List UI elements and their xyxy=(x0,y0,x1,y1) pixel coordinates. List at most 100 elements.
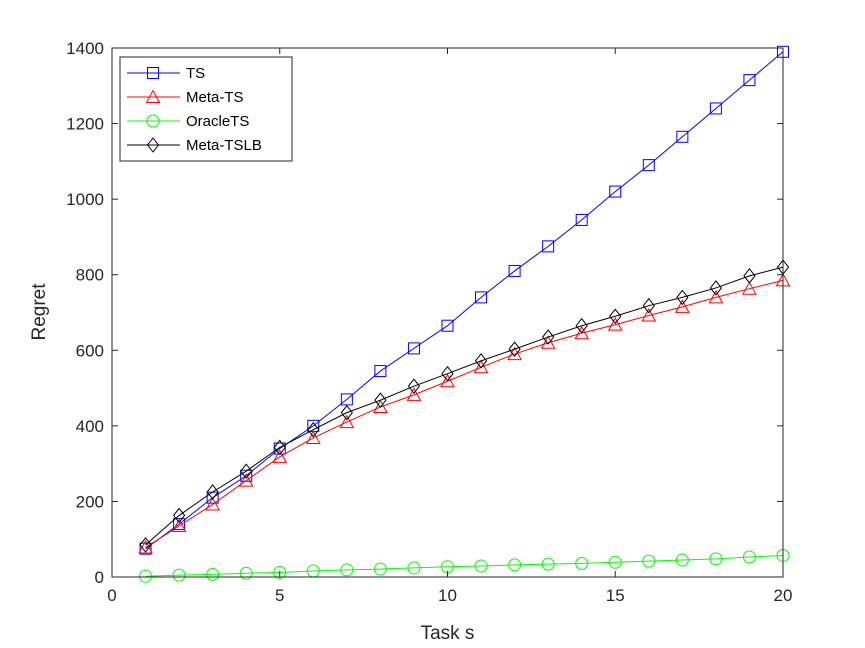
data-point xyxy=(238,473,254,487)
y-tick-label: 1400 xyxy=(66,39,104,58)
data-point xyxy=(641,307,657,322)
data-point xyxy=(709,552,723,566)
data-point xyxy=(340,404,353,421)
data-point xyxy=(374,365,387,378)
data-point xyxy=(373,562,387,576)
data-point xyxy=(676,130,689,143)
data-point xyxy=(708,289,724,304)
data-point xyxy=(508,558,522,572)
data-point xyxy=(709,280,723,296)
legend-marker xyxy=(146,114,160,128)
data-point xyxy=(407,561,421,575)
y-tick-label: 1200 xyxy=(66,115,104,134)
x-tick-label: 15 xyxy=(606,586,625,605)
data-point xyxy=(206,484,219,500)
data-point xyxy=(339,414,355,429)
legend: TS Meta-TS OracleTS Meta-TSLB xyxy=(119,56,293,162)
data-point xyxy=(642,297,655,314)
x-tick-label: 5 xyxy=(275,586,284,605)
data-point xyxy=(575,317,588,334)
y-tick-label: 1000 xyxy=(66,190,104,209)
data-point xyxy=(407,342,420,355)
data-point xyxy=(642,159,655,172)
series-layer xyxy=(138,45,791,583)
legend-marker xyxy=(146,137,160,153)
data-point xyxy=(474,353,488,369)
data-point xyxy=(540,335,556,349)
data-point xyxy=(675,553,689,567)
data-point xyxy=(172,507,186,524)
legend-item: Meta-TSLB xyxy=(127,137,262,154)
data-point xyxy=(743,74,756,87)
data-point xyxy=(139,537,152,553)
x-tick-label: 10 xyxy=(438,586,457,605)
data-point xyxy=(172,568,186,582)
data-point xyxy=(273,565,287,579)
data-point xyxy=(742,550,756,564)
data-point xyxy=(239,566,253,580)
data-point xyxy=(743,268,756,284)
series-meta-tslb xyxy=(139,259,790,553)
legend-label: TS xyxy=(186,65,205,82)
data-point xyxy=(574,325,590,340)
data-point xyxy=(139,569,153,583)
data-point xyxy=(171,518,187,532)
data-point xyxy=(507,346,522,361)
data-point xyxy=(441,365,454,382)
y-tick-label: 400 xyxy=(76,417,104,436)
legend-label: Meta-TSLB xyxy=(186,137,262,154)
data-point xyxy=(542,329,555,345)
legend-label: Meta-TS xyxy=(186,89,244,106)
y-axis-label: Regret xyxy=(29,283,50,341)
series-meta-ts xyxy=(138,272,791,554)
data-point xyxy=(474,559,488,573)
data-point xyxy=(475,291,488,304)
x-tick-label: 20 xyxy=(774,586,793,605)
data-point xyxy=(441,319,454,332)
legend-item: TS xyxy=(127,65,205,82)
series-line xyxy=(145,266,784,546)
y-tick-label: 800 xyxy=(76,266,104,285)
data-point xyxy=(575,213,588,226)
data-point xyxy=(272,449,288,463)
legend-item: Meta-TS xyxy=(127,89,244,106)
data-point xyxy=(473,359,489,374)
y-tick-label: 600 xyxy=(76,341,104,360)
data-point xyxy=(406,387,422,401)
data-point xyxy=(508,264,521,277)
series-oraclets xyxy=(139,548,790,583)
data-point xyxy=(541,557,555,571)
data-point xyxy=(440,373,455,388)
x-axis-label: Task s xyxy=(421,623,475,644)
data-point xyxy=(273,439,286,456)
data-point xyxy=(575,556,589,570)
data-point xyxy=(139,542,152,555)
y-tick-label: 0 xyxy=(95,568,104,587)
data-point xyxy=(305,430,321,444)
data-point xyxy=(508,341,521,357)
data-point xyxy=(240,463,253,480)
data-point xyxy=(307,421,320,438)
data-point xyxy=(373,399,388,413)
legend-marker xyxy=(145,89,161,103)
data-point xyxy=(642,554,656,568)
data-point xyxy=(608,555,622,569)
data-point xyxy=(709,102,722,115)
data-point xyxy=(340,563,354,577)
data-point xyxy=(542,240,555,253)
data-point xyxy=(609,185,622,198)
data-point xyxy=(206,567,220,581)
legend-item: OracleTS xyxy=(127,113,249,130)
x-tick-label: 0 xyxy=(107,586,116,605)
data-point xyxy=(675,299,690,313)
series-line xyxy=(145,279,784,548)
data-point xyxy=(676,289,689,306)
data-point xyxy=(742,281,757,295)
data-point xyxy=(609,308,622,325)
data-point xyxy=(374,392,387,408)
data-point xyxy=(205,496,220,511)
data-point xyxy=(607,317,623,331)
legend-label: OracleTS xyxy=(186,113,249,130)
